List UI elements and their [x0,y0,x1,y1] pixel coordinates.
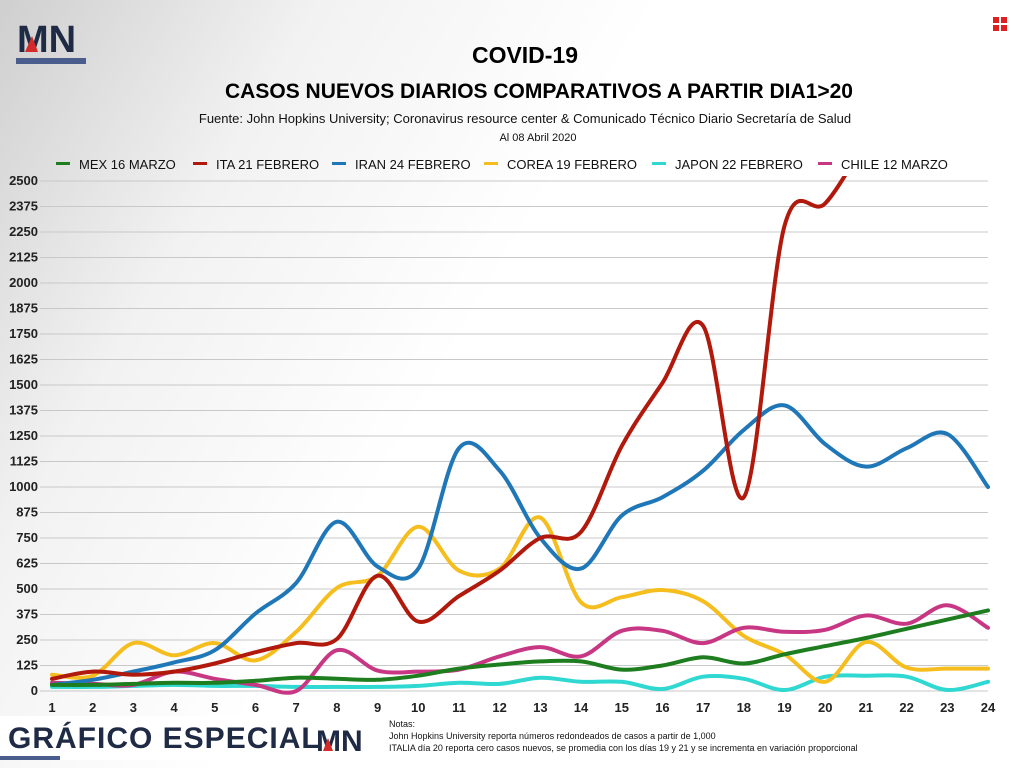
x-tick-label: 16 [655,700,669,715]
legend-label: CHILE 12 MARZO [841,157,948,172]
legend-swatch [332,162,346,166]
footer-stripe [0,756,60,760]
x-tick-label: 23 [940,700,954,715]
x-tick-label: 22 [899,700,913,715]
y-tick-label: 2375 [9,199,38,214]
legend-item-corea: COREA 19 FEBRERO [484,157,637,172]
x-tick-label: 9 [374,700,381,715]
legend-item-chile: CHILE 12 MARZO [818,157,948,172]
x-tick-label: 21 [859,700,873,715]
y-tick-label: 2125 [9,250,38,265]
y-tick-label: 1250 [9,428,38,443]
x-tick-label: 24 [981,700,996,715]
y-tick-label: 1750 [9,326,38,341]
y-tick-label: 500 [16,581,38,596]
legend-swatch [818,162,832,166]
legend-label: ITA 21 FEBRERO [216,157,320,172]
x-tick-label: 13 [533,700,547,715]
x-tick-label: 6 [252,700,259,715]
footer-logo-red-mark [323,738,333,751]
chart-subtitle: CASOS NUEVOS DIARIOS COMPARATIVOS A PART… [225,80,853,103]
notes-title: Notas: [389,719,416,729]
x-tick-label: 19 [777,700,791,715]
y-tick-label: 0 [31,683,38,698]
series-line-iran [50,403,990,687]
y-tick-label: 2500 [9,173,38,188]
report-date: Al 08 Abril 2020 [499,132,577,144]
y-tick-label: 2000 [9,275,38,290]
y-tick-label: 1375 [9,403,38,418]
footer-banner: GRÁFICO ESPECIAL MN [0,716,380,760]
chart-title: COVID-19 [471,42,579,68]
y-tick-label: 750 [16,530,38,545]
x-tick-label: 12 [492,700,506,715]
x-tick-label: 7 [293,700,300,715]
legend-label: MEX 16 MARZO [79,157,176,172]
logo-stripe [16,58,86,64]
legend-item-japon: JAPON 22 FEBRERO [652,157,803,172]
y-tick-label: 1625 [9,352,38,367]
legend-swatch [193,162,207,166]
series-line-chile [50,603,990,695]
note-rounding: John Hopkins University reporta números … [389,731,716,741]
note-italy-day20: ITALIA día 20 reporta cero casos nuevos,… [389,743,858,753]
x-tick-label: 20 [818,700,832,715]
x-tick-label: 18 [737,700,751,715]
x-tick-label: 5 [211,700,218,715]
x-tick-label: 3 [130,700,137,715]
tick-layer: 0125250375500625750875100011251250137515… [9,173,996,715]
legend-label: JAPON 22 FEBRERO [675,157,803,172]
series-line-ita [50,176,848,681]
footer-mn-logo: MN [316,725,363,754]
legend-label: IRAN 24 FEBRERO [355,157,471,172]
x-tick-label: 2 [89,700,96,715]
legend-item-iran: IRAN 24 FEBRERO [332,157,471,172]
x-tick-label: 10 [411,700,425,715]
footer-logo-text: MN [316,725,363,754]
series-layer [50,176,990,695]
y-tick-label: 2250 [9,224,38,239]
x-tick-label: 17 [696,700,710,715]
footer-banner-text: GRÁFICO ESPECIAL [8,722,321,755]
y-tick-label: 875 [16,505,38,520]
notes-block: Notas: John Hopkins University reporta n… [389,718,858,754]
logo-red-mark [25,36,38,52]
x-tick-label: 11 [452,700,466,715]
x-tick-label: 15 [615,700,629,715]
legend-item-mex: MEX 16 MARZO [56,157,176,172]
mn-logo: MN [16,19,86,64]
data-source: Fuente: John Hopkins University; Coronav… [198,111,852,126]
series-line-mex [50,608,990,687]
legend-item-ita: ITA 21 FEBRERO [193,157,319,172]
legend-label: COREA 19 FEBRERO [507,157,638,172]
legend-swatch [484,162,498,166]
grid-menu-icon[interactable] [992,16,1008,32]
y-tick-label: 125 [16,658,38,673]
y-tick-label: 1125 [10,454,38,469]
series-line-corea [50,515,990,684]
x-tick-label: 1 [48,700,55,715]
line-chart: 0125250375500625750875100011251250137515… [9,173,996,715]
y-tick-label: 1500 [9,377,38,392]
legend-swatch [56,162,70,166]
y-tick-label: 375 [16,607,38,622]
y-tick-label: 1875 [9,301,38,316]
x-tick-label: 14 [574,700,589,715]
series-line-japon [50,673,990,693]
x-tick-label: 4 [170,700,178,715]
y-tick-label: 1000 [9,479,38,494]
legend-swatch [652,162,666,166]
grid-layer [40,180,988,692]
y-tick-label: 625 [16,556,38,571]
logo-text: MN [17,19,76,61]
x-tick-label: 8 [333,700,340,715]
y-tick-label: 250 [16,632,38,647]
